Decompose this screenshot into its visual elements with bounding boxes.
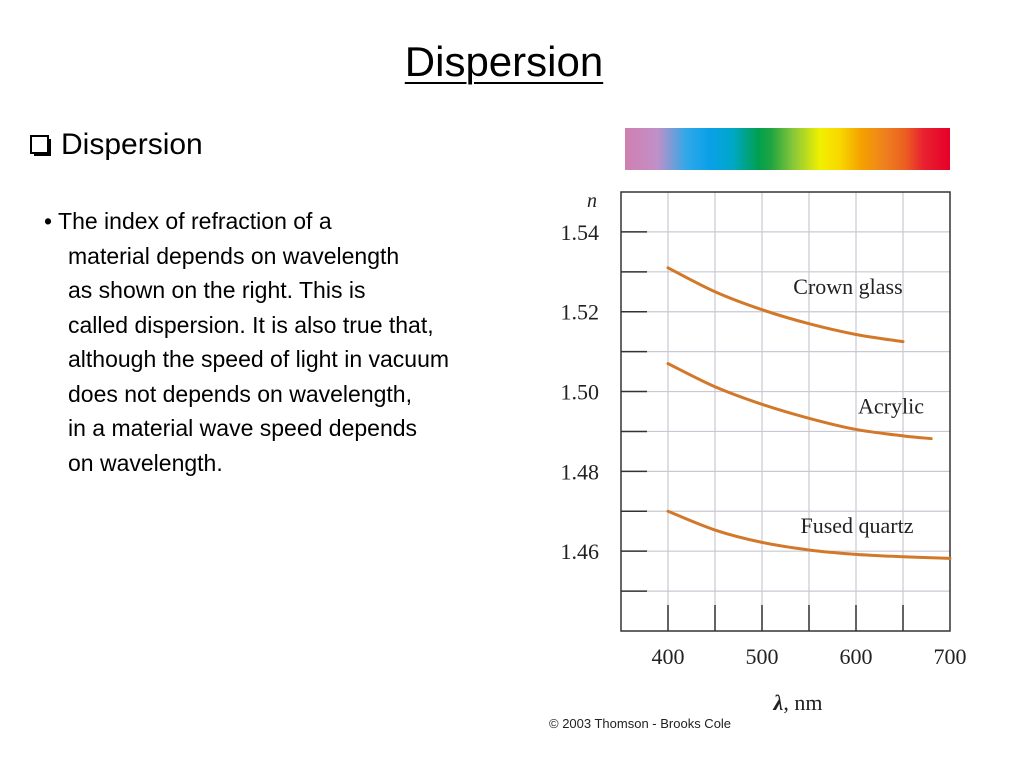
x-axis-symbol: λ — [773, 690, 784, 715]
y-tick-label: 1.48 — [561, 459, 600, 484]
grid — [621, 192, 950, 631]
series-label: Acrylic — [858, 393, 924, 418]
heading: Dispersion — [30, 128, 203, 162]
x-axis-unit: , nm — [783, 690, 822, 715]
slide-title: Dispersion — [404, 38, 604, 85]
y-tick-label: 1.52 — [561, 300, 600, 325]
series-line-acrylic — [666, 362, 933, 441]
checkbox-bullet-icon — [30, 135, 51, 156]
y-axis-label: n — [587, 190, 597, 212]
x-axis-label: λ, nm — [773, 690, 823, 715]
series-line-crown-glass — [666, 266, 905, 344]
x-tick-label: 700 — [934, 644, 967, 669]
bullet-line: in a material wave speed depends — [68, 415, 418, 441]
x-tick-label: 600 — [840, 644, 873, 669]
visible-spectrum-bar — [625, 128, 950, 170]
bullet-line: does not depends on wavelength, — [68, 380, 412, 407]
series-line-fused-quartz — [666, 509, 952, 560]
series-label: Crown glass — [793, 274, 902, 299]
series-label: Fused quartz — [800, 513, 913, 538]
bullet-line: as shown on the right. This is — [68, 277, 366, 303]
bullet-line: on wavelength. — [68, 449, 223, 476]
y-tick-label: 1.54 — [561, 220, 600, 245]
series-lines — [666, 266, 952, 560]
copyright-text: © 2003 Thomson - Brooks Cole — [549, 716, 732, 731]
axis-ticks — [621, 231, 904, 631]
bullet-line: although the speed of light in vacuum — [68, 346, 450, 372]
x-tick-label: 400 — [652, 644, 685, 669]
x-tick-label: 500 — [746, 644, 779, 669]
y-tick-label: 1.50 — [561, 380, 600, 405]
bullet-paragraph: • The index of refraction of a material … — [44, 204, 449, 480]
heading-text: Dispersion — [61, 128, 203, 161]
labels: 400 500 600 700 1.54 1.52 1.50 1.48 1.46 Crown gl… — [561, 220, 967, 669]
bullet-line: called dispersion. It is also true that, — [68, 311, 434, 338]
plot-frame — [620, 191, 951, 632]
y-tick-label: 1.46 — [561, 539, 600, 564]
bullet-line: • The index of refraction of a — [44, 208, 332, 234]
bullet-line: material depends on wavelength — [68, 242, 400, 269]
